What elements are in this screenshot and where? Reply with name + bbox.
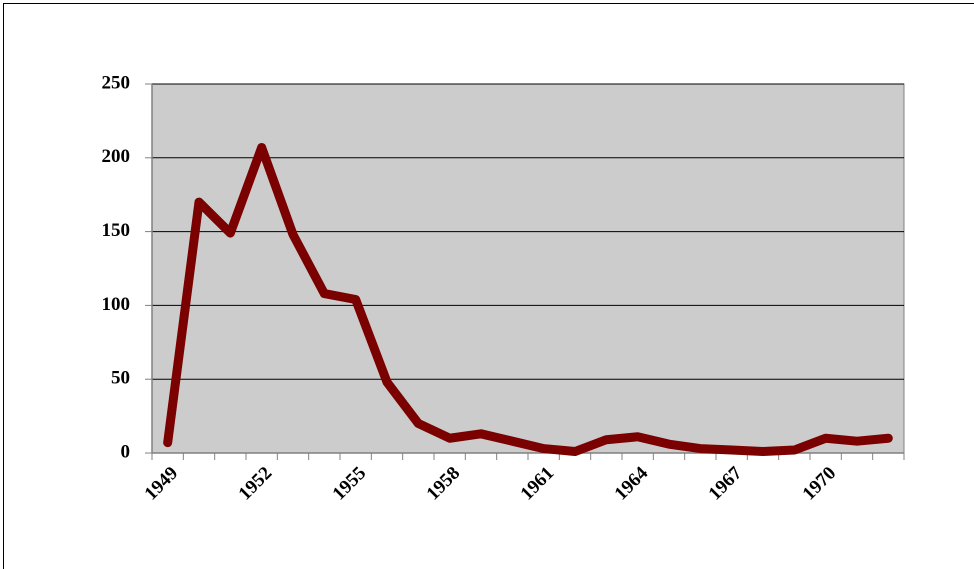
frame [3,3,974,569]
x-tick-label: 1958 [423,463,465,505]
x-tick-label: 1964 [611,462,653,504]
y-tick-label: 200 [102,146,131,167]
x-tick-label: 1949 [141,463,183,505]
x-tick-label: 1955 [329,463,371,505]
x-tick-label: 1970 [799,463,841,505]
y-tick-label: 100 [102,294,131,315]
x-tick-label: 1952 [235,463,277,505]
x-tick-label: 1961 [517,463,559,505]
plot-area [151,83,905,454]
y-tick-label: 150 [102,220,131,241]
data-line [163,142,893,457]
y-tick-label: 250 [102,72,131,93]
y-tick-label: 50 [111,368,130,389]
y-tick-label: 0 [121,441,131,462]
x-tick-label: 1967 [705,462,747,504]
